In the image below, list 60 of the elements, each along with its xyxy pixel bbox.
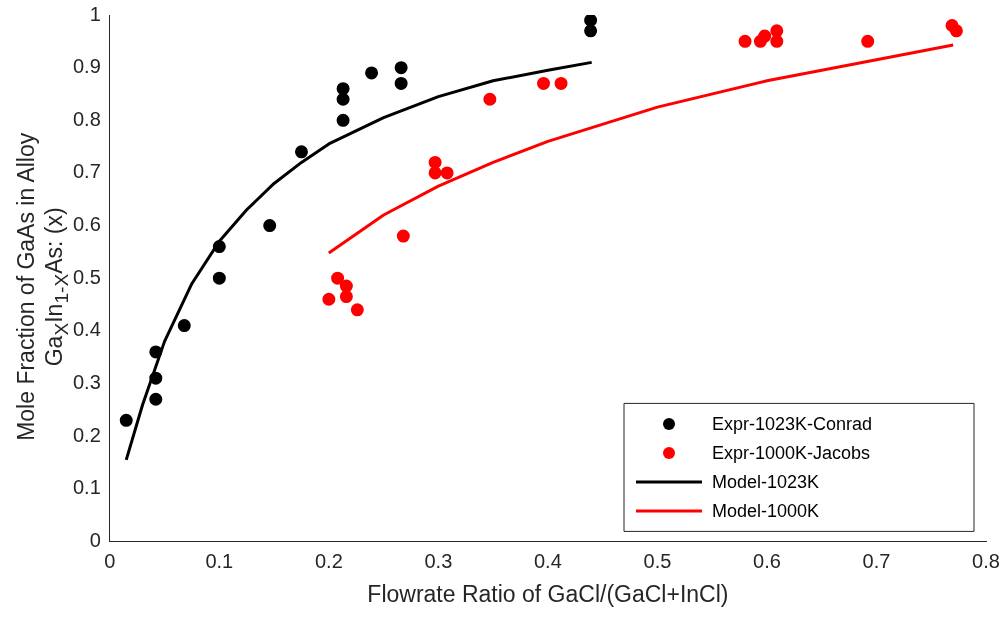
x-axis-title: Flowrate Ratio of GaCl/(GaCl+InCl): [367, 580, 729, 607]
x-tick-label: 0.1: [205, 549, 234, 572]
point: [336, 92, 350, 106]
point: [584, 15, 598, 27]
point: [177, 319, 191, 333]
y-tick-label: 0.8: [72, 107, 101, 130]
point: [394, 61, 408, 75]
y-tick-label: 0.7: [72, 160, 101, 183]
x-tick-label: 0.2: [314, 549, 343, 572]
point: [365, 66, 379, 80]
point: [350, 303, 364, 317]
point: [440, 166, 454, 180]
x-tick-label: 0.3: [424, 549, 453, 572]
point: [119, 413, 133, 427]
point: [149, 371, 163, 385]
point: [212, 240, 226, 254]
point: [263, 219, 277, 233]
point: [331, 271, 345, 285]
point: [758, 29, 772, 43]
y-tick-label: 0.6: [72, 213, 101, 236]
point: [336, 113, 350, 127]
point: [861, 34, 875, 48]
x-tick-label: 0.8: [972, 549, 1000, 572]
legend-label: Model-1023K: [712, 471, 820, 492]
point: [149, 392, 163, 406]
point: [483, 92, 497, 106]
y-tick-label: 0.1: [72, 476, 101, 499]
x-tick-label: 0.4: [534, 549, 562, 572]
point: [339, 290, 353, 304]
point: [294, 145, 308, 159]
point: [394, 76, 408, 90]
point: [584, 24, 598, 38]
y-tick-label: 0.9: [72, 55, 101, 78]
x-tick-label: 0: [104, 549, 116, 572]
point: [554, 76, 568, 90]
point: [949, 24, 963, 38]
point: [537, 76, 551, 90]
point: [336, 82, 350, 96]
point: [428, 166, 442, 180]
legend-label: Expr-1023K-Conrad: [712, 413, 873, 434]
x-tick-label: 0.6: [753, 549, 781, 572]
point: [396, 229, 410, 243]
point: [428, 155, 442, 169]
point: [770, 24, 784, 38]
y-tick-label: 0: [89, 528, 101, 551]
point: [770, 34, 784, 48]
legend-label: Expr-1000K-Jacobs: [712, 442, 871, 463]
point: [212, 271, 226, 285]
point: [738, 34, 752, 48]
point: [339, 279, 353, 293]
point: [322, 292, 336, 306]
legend-label: Model-1000K: [712, 500, 820, 521]
x-tick-label: 0.7: [862, 549, 891, 572]
x-tick-label: 0.5: [643, 549, 672, 572]
y-tick-label: 0.4: [72, 318, 101, 341]
y-tick-label: 0.5: [72, 265, 101, 288]
y-tick-label: 1: [89, 2, 101, 25]
point: [149, 345, 163, 359]
y-tick-label: 0.3: [72, 371, 101, 393]
y-tick-label: 0.2: [72, 423, 101, 446]
